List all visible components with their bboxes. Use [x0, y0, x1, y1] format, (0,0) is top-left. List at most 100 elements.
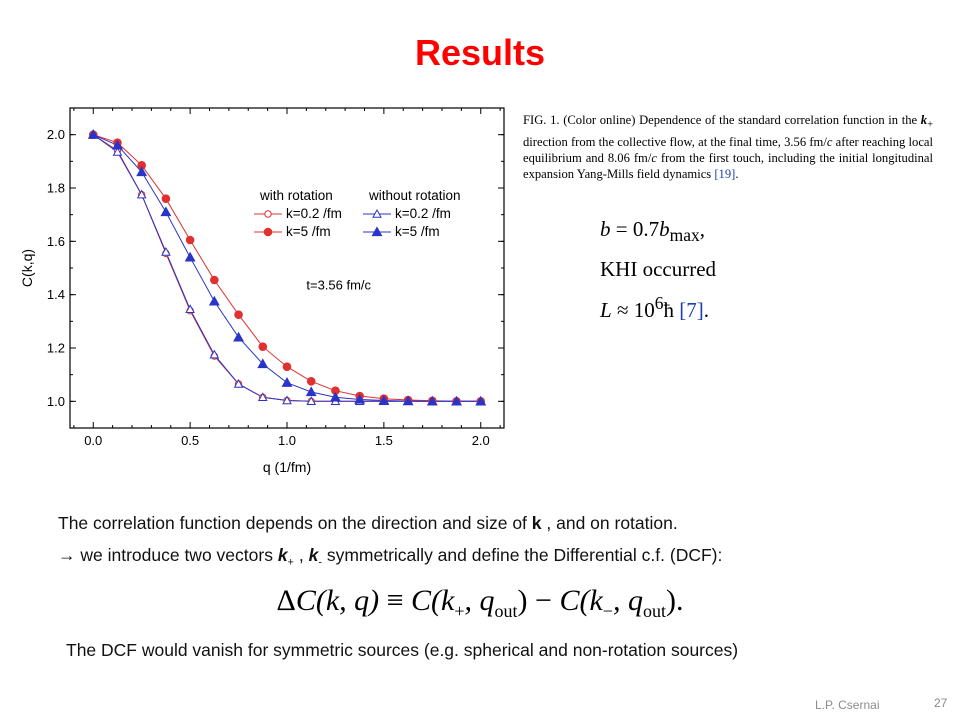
y-tick-label: 1.8 — [47, 181, 65, 196]
data-point-s3 — [136, 166, 148, 177]
legend-marker-3 — [371, 226, 383, 237]
x-tick-label: 2.0 — [472, 433, 490, 448]
param-L-value: ≈ 10 — [611, 298, 655, 323]
data-point-s3 — [208, 295, 220, 306]
data-point-s2 — [282, 395, 292, 405]
param-hbar: ħ — [663, 298, 674, 323]
data-point-s1 — [234, 310, 243, 319]
eq-out2: out — [642, 601, 666, 621]
eq-sub1: + — [454, 601, 465, 621]
data-point-s3 — [233, 331, 245, 342]
data-point-s3 — [451, 395, 462, 406]
caption-part-5: after reaching local equilibrium and 8.0… — [523, 134, 933, 165]
param-b: b — [600, 217, 611, 241]
data-point-s3 — [354, 393, 366, 404]
eq-close1: ) — [517, 584, 528, 617]
caption-c2: c — [651, 150, 657, 165]
param-bmax-sub: max — [669, 225, 700, 246]
param-b-value: = 0.7 — [610, 217, 660, 241]
legend-header-without-rotation: without rotation — [368, 188, 461, 203]
eq-term2: C(k — [559, 584, 603, 617]
data-point-s1 — [210, 275, 219, 285]
y-tick-label: 1.2 — [47, 341, 65, 356]
legend-label-1: k=5 /fm — [286, 224, 331, 239]
data-point-s3 — [402, 395, 414, 406]
param-angmom: L ≈ 106ħ [7]. — [600, 286, 716, 327]
data-point-s1 — [258, 342, 268, 351]
legend-label-0: k=0.2 /fm — [286, 206, 342, 221]
data-point-s1 — [282, 362, 292, 371]
param-impact: b = 0.7bmax, — [600, 212, 716, 252]
data-point-s3 — [184, 251, 196, 262]
y-tick-label: 2.0 — [47, 127, 65, 142]
caption-part-3: direction from the collective flow, at t… — [523, 134, 827, 149]
caption-end: . — [735, 166, 739, 181]
eq-lhs: C(k, q) — [295, 584, 380, 617]
parameters-block: b = 0.7bmax, KHI occurred L ≈ 106ħ [7]. — [600, 212, 716, 327]
body-line-2-mid: , — [293, 545, 309, 565]
body-line-1-a: The correlation function depends on the … — [58, 513, 532, 533]
data-point-s3 — [281, 377, 293, 387]
data-point-s1 — [161, 194, 171, 203]
body-kplus-sub: + — [287, 556, 294, 569]
x-axis-label: q (1/fm) — [263, 459, 311, 475]
body-kminus-sub: - — [318, 556, 322, 569]
x-tick-label: 0.0 — [84, 433, 102, 448]
y-tick-label: 1.0 — [47, 394, 65, 409]
dcf-equation: ΔC(k, q) ≡ C(k+, qout) − C(k−, qout). — [0, 584, 960, 622]
caption-label: FIG. 1. — [523, 113, 560, 127]
legend-marker-0 — [264, 210, 272, 218]
param-b-end: , — [699, 217, 705, 241]
param-b2: b — [659, 217, 670, 241]
chart-annotation: t=3.56 fm/c — [306, 277, 371, 292]
data-point-s3 — [475, 395, 487, 406]
series-line-3 — [93, 134, 481, 402]
param-khi: KHI occurred — [600, 257, 717, 282]
x-tick-label: 1.0 — [278, 433, 296, 448]
data-point-s1 — [185, 235, 195, 245]
eq-q1: , q — [464, 584, 495, 617]
slide-title: Results — [414, 32, 546, 73]
data-point-s3 — [257, 358, 269, 369]
eq-q2: , q — [612, 584, 643, 617]
caption-k: k — [920, 113, 928, 127]
body-line-3: The DCF would vanish for symmetric sourc… — [66, 640, 739, 660]
body-line-1: The correlation function depends on the … — [58, 513, 678, 534]
eq-out1: out — [494, 601, 518, 621]
param-ref[interactable]: [7] — [679, 298, 704, 323]
y-axis-label: C(k,q) — [19, 249, 35, 287]
eq-term1: C(k — [411, 584, 455, 617]
data-point-s2 — [306, 396, 317, 406]
data-point-s2 — [112, 146, 123, 156]
data-point-s3 — [305, 386, 317, 397]
body-kminus: k — [308, 545, 319, 565]
data-point-s2 — [161, 246, 171, 256]
caption-part-7: from the first touch, including the init… — [523, 150, 934, 181]
series-line-1 — [93, 134, 481, 402]
caption-part-0: (Color online) Dependence of the standar… — [559, 113, 921, 127]
body-line-1-b: , and on rotation. — [541, 513, 678, 533]
data-point-s2 — [209, 349, 220, 359]
data-point-s3 — [87, 129, 99, 139]
body-k: k — [531, 513, 542, 533]
figure-caption: FIG. 1. (Color online) Dependence of the… — [523, 112, 933, 182]
caption-ref[interactable]: [19] — [714, 166, 736, 181]
eq-close2: ). — [665, 584, 684, 617]
data-point-s3 — [160, 206, 172, 217]
footer-author: L.P. Csernai — [815, 698, 880, 712]
data-point-s2 — [257, 392, 268, 402]
data-point-s2 — [185, 304, 195, 314]
x-tick-label: 0.5 — [181, 433, 199, 448]
legend-label-2: k=0.2 /fm — [395, 206, 451, 221]
legend-label-3: k=5 /fm — [395, 224, 440, 239]
data-point-s3 — [112, 139, 123, 150]
body-line-2-b: symmetrically and define the Differentia… — [321, 545, 723, 565]
caption-plus: + — [927, 119, 933, 131]
y-tick-label: 1.4 — [47, 287, 65, 302]
body-line-2-a: we introduce two vectors — [75, 545, 278, 565]
data-point-s3 — [329, 391, 341, 402]
data-point-s3 — [426, 395, 438, 406]
param-L-exp: 6 — [654, 293, 664, 314]
y-tick-label: 1.6 — [47, 234, 65, 249]
legend-marker-1 — [263, 227, 273, 237]
